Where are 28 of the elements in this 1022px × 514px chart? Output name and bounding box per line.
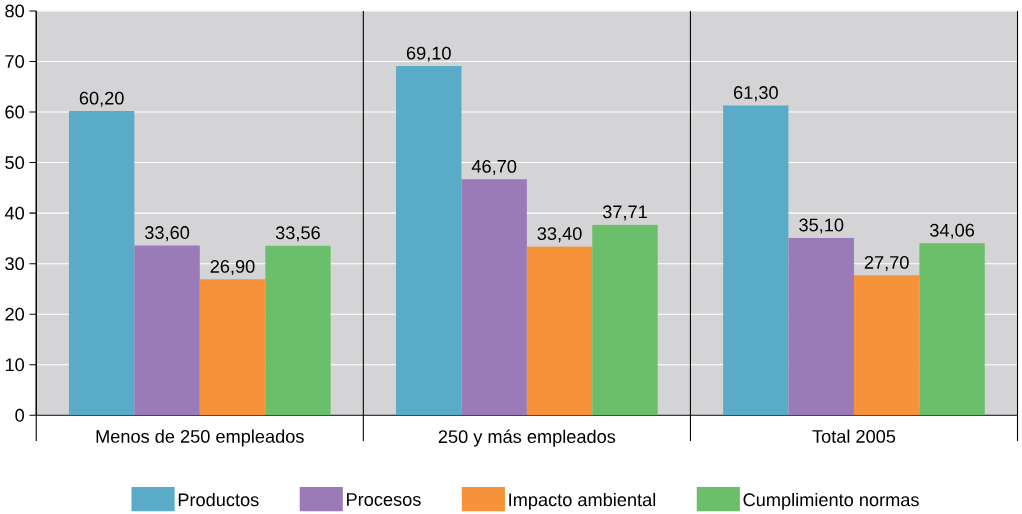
legend-label: Cumplimiento normas (743, 492, 919, 510)
x-tick-label: 250 y más empleados (438, 429, 616, 447)
data-label: 60,20 (79, 91, 124, 107)
y-tick-label: 70 (5, 55, 25, 68)
data-label: 69,10 (406, 46, 451, 62)
y-tick-label: 20 (5, 307, 25, 321)
data-label: 33,56 (275, 226, 320, 242)
data-label: 34,06 (930, 223, 975, 239)
data-label: 37,71 (602, 205, 647, 221)
y-tick-label: 50 (5, 156, 25, 170)
data-label: 33,40 (537, 227, 582, 243)
data-label: 33,60 (145, 226, 190, 242)
y-tick-label: 10 (5, 358, 25, 372)
legend-label: Procesos (347, 493, 421, 506)
y-tick-label: 80 (5, 4, 25, 18)
data-label: 61,30 (734, 86, 778, 102)
y-tick-label: 30 (5, 257, 25, 271)
y-tick-label: 60 (5, 105, 25, 119)
x-tick-label: Total 2005 (812, 429, 896, 443)
data-label: 27,70 (864, 255, 909, 271)
x-tick-label: Menos de 250 empleados (96, 429, 304, 447)
legend-label: Productos (178, 492, 259, 507)
y-tick-label: 40 (4, 206, 25, 220)
data-label: 35,10 (799, 218, 844, 234)
legend-label: Impacto ambiental (509, 492, 656, 510)
data-label: 26,90 (210, 260, 255, 276)
y-tick-label: 0 (15, 408, 25, 422)
data-label: 46,70 (471, 159, 517, 175)
